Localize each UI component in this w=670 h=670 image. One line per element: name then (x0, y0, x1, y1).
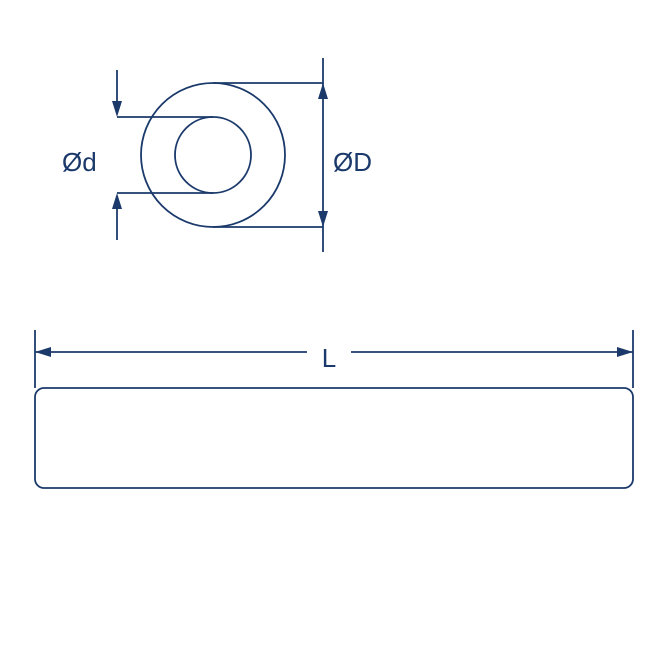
side-view (35, 388, 633, 488)
end-view (141, 83, 285, 227)
dim-D-arrow-top (318, 83, 328, 99)
dim-d-label: Ød (62, 147, 97, 177)
outer-circle (141, 83, 285, 227)
dim-L-label: L (322, 343, 336, 373)
dim-D-arrow-bot (318, 211, 328, 227)
technical-drawing: Ød ØD L (0, 0, 670, 670)
dim-d-arrow-bot (112, 193, 122, 209)
dim-length: L (35, 330, 633, 388)
dim-inner-diameter: Ød (62, 70, 213, 240)
dim-L-arrow-right (617, 347, 633, 357)
dim-L-arrow-left (35, 347, 51, 357)
dim-D-label: ØD (333, 147, 372, 177)
inner-circle (175, 117, 251, 193)
dim-d-arrow-top (112, 101, 122, 117)
